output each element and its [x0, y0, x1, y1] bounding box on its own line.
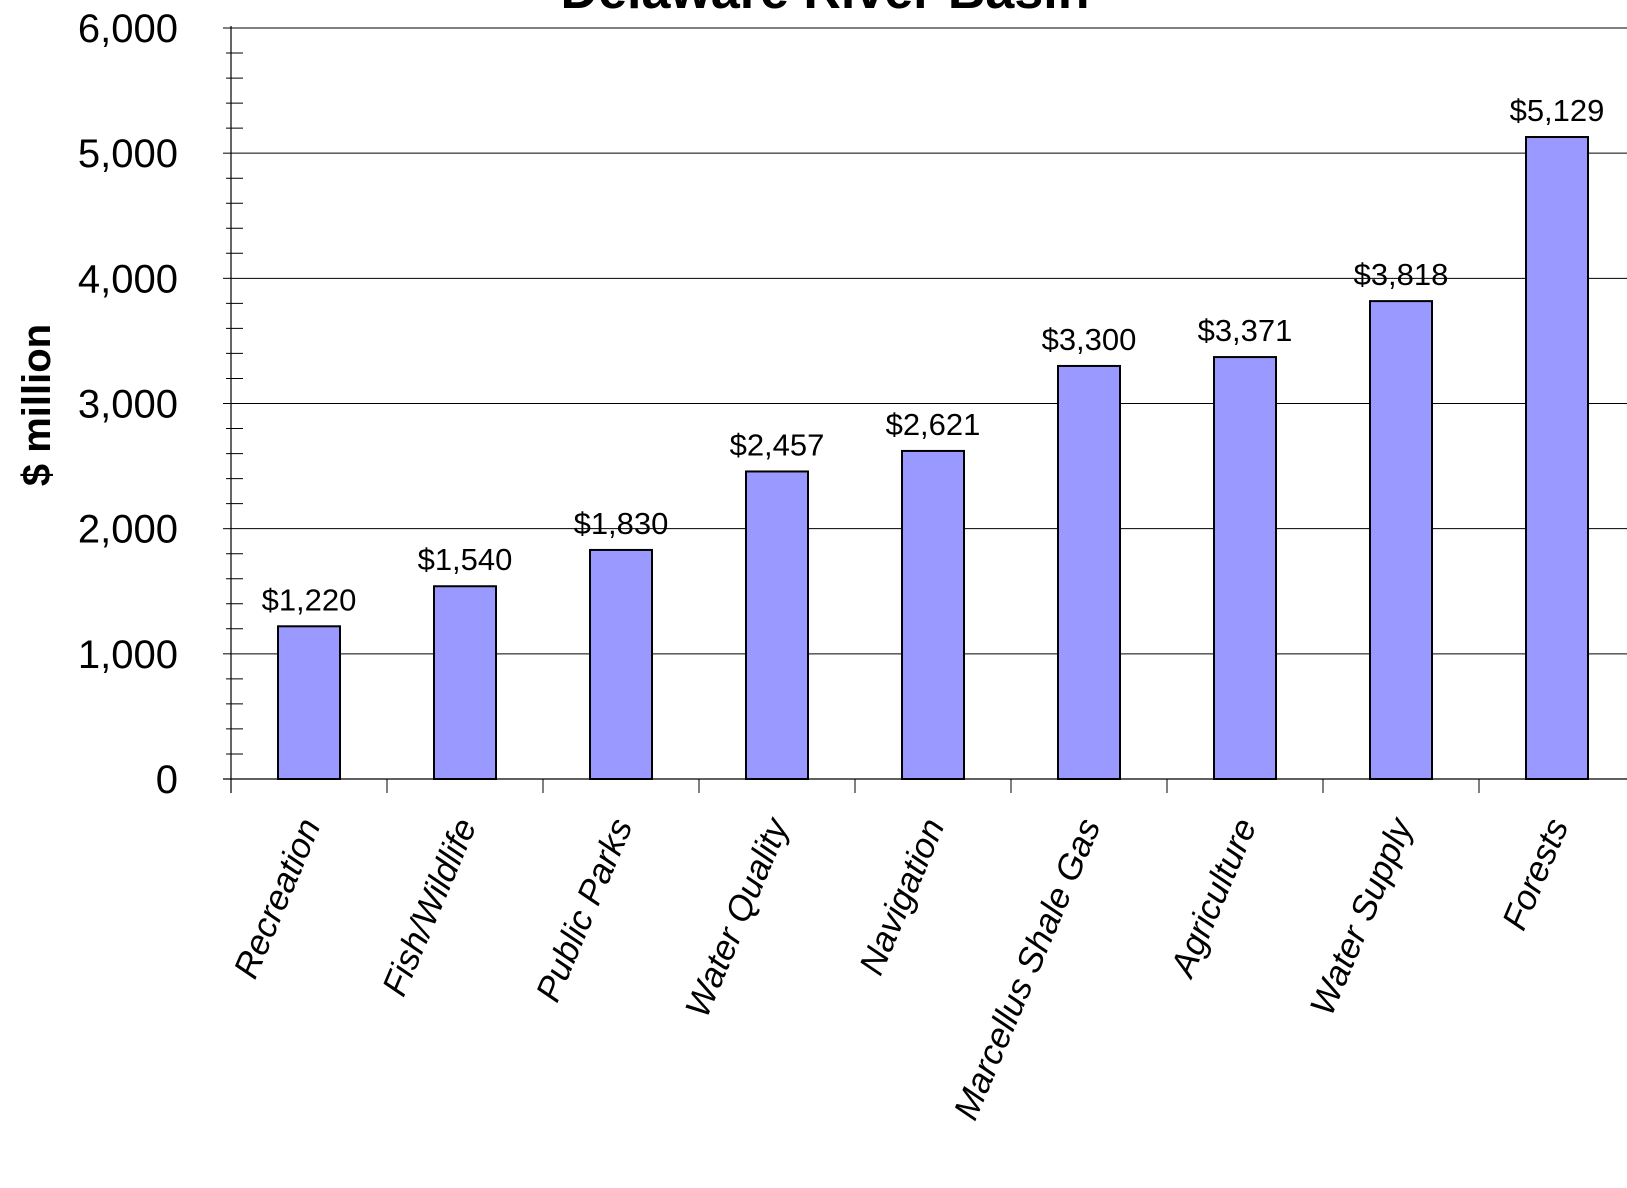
bar [1057, 364, 1121, 780]
data-label: $2,621 [886, 407, 981, 442]
bar [277, 625, 341, 781]
x-tick-label: Recreation [226, 813, 328, 984]
x-tick-label: Marcellus Shale Gas [946, 813, 1108, 1125]
data-label: $3,371 [1198, 313, 1293, 348]
data-label: $3,300 [1042, 322, 1137, 357]
x-tick-label: Public Parks [528, 813, 640, 1007]
x-tick-label: Water Quality [678, 811, 797, 1023]
y-tick-label: 3,000 [78, 383, 178, 427]
data-label: $3,818 [1354, 257, 1449, 292]
x-tick-label: Forests [1495, 813, 1576, 936]
y-tick-label: 6,000 [78, 7, 178, 51]
data-label: $1,540 [418, 542, 513, 577]
bar [433, 585, 497, 781]
x-tick-label: Water Supply [1303, 811, 1422, 1021]
bars [277, 136, 1589, 781]
data-label: $1,830 [574, 506, 669, 541]
data-labels: $1,220 $1,540 $1,830 $2,457 $2,621 $3,300 $3,3… [262, 93, 1605, 617]
y-tick-label: 1,000 [78, 633, 178, 677]
bar [1525, 136, 1589, 781]
x-tick-label: Agriculture [1162, 813, 1264, 984]
chart-title: Delaware River Basin [561, 0, 1090, 20]
y-tick-label: 2,000 [78, 508, 178, 552]
y-tick-label: 0 [156, 758, 178, 802]
bar [589, 548, 653, 780]
bar [745, 470, 809, 780]
data-label: $1,220 [262, 582, 357, 617]
y-tick-labels: 0 1,000 2,000 3,000 4,000 5,000 6,000 [78, 7, 178, 802]
x-tick-label: Navigation [852, 813, 953, 980]
y-tick-label: 4,000 [78, 257, 178, 301]
data-label: $2,457 [730, 427, 825, 462]
bar [1213, 356, 1277, 780]
y-axis-title: $ million [15, 324, 59, 486]
bar [901, 449, 965, 780]
x-tick-labels: Recreation Fish/Wildlife Public Parks Water… [226, 811, 1576, 1126]
x-tick-label: Fish/Wildlife [375, 813, 484, 1002]
y-tick-label: 5,000 [78, 132, 178, 176]
bar [1369, 300, 1433, 780]
data-label: $5,129 [1510, 93, 1605, 128]
